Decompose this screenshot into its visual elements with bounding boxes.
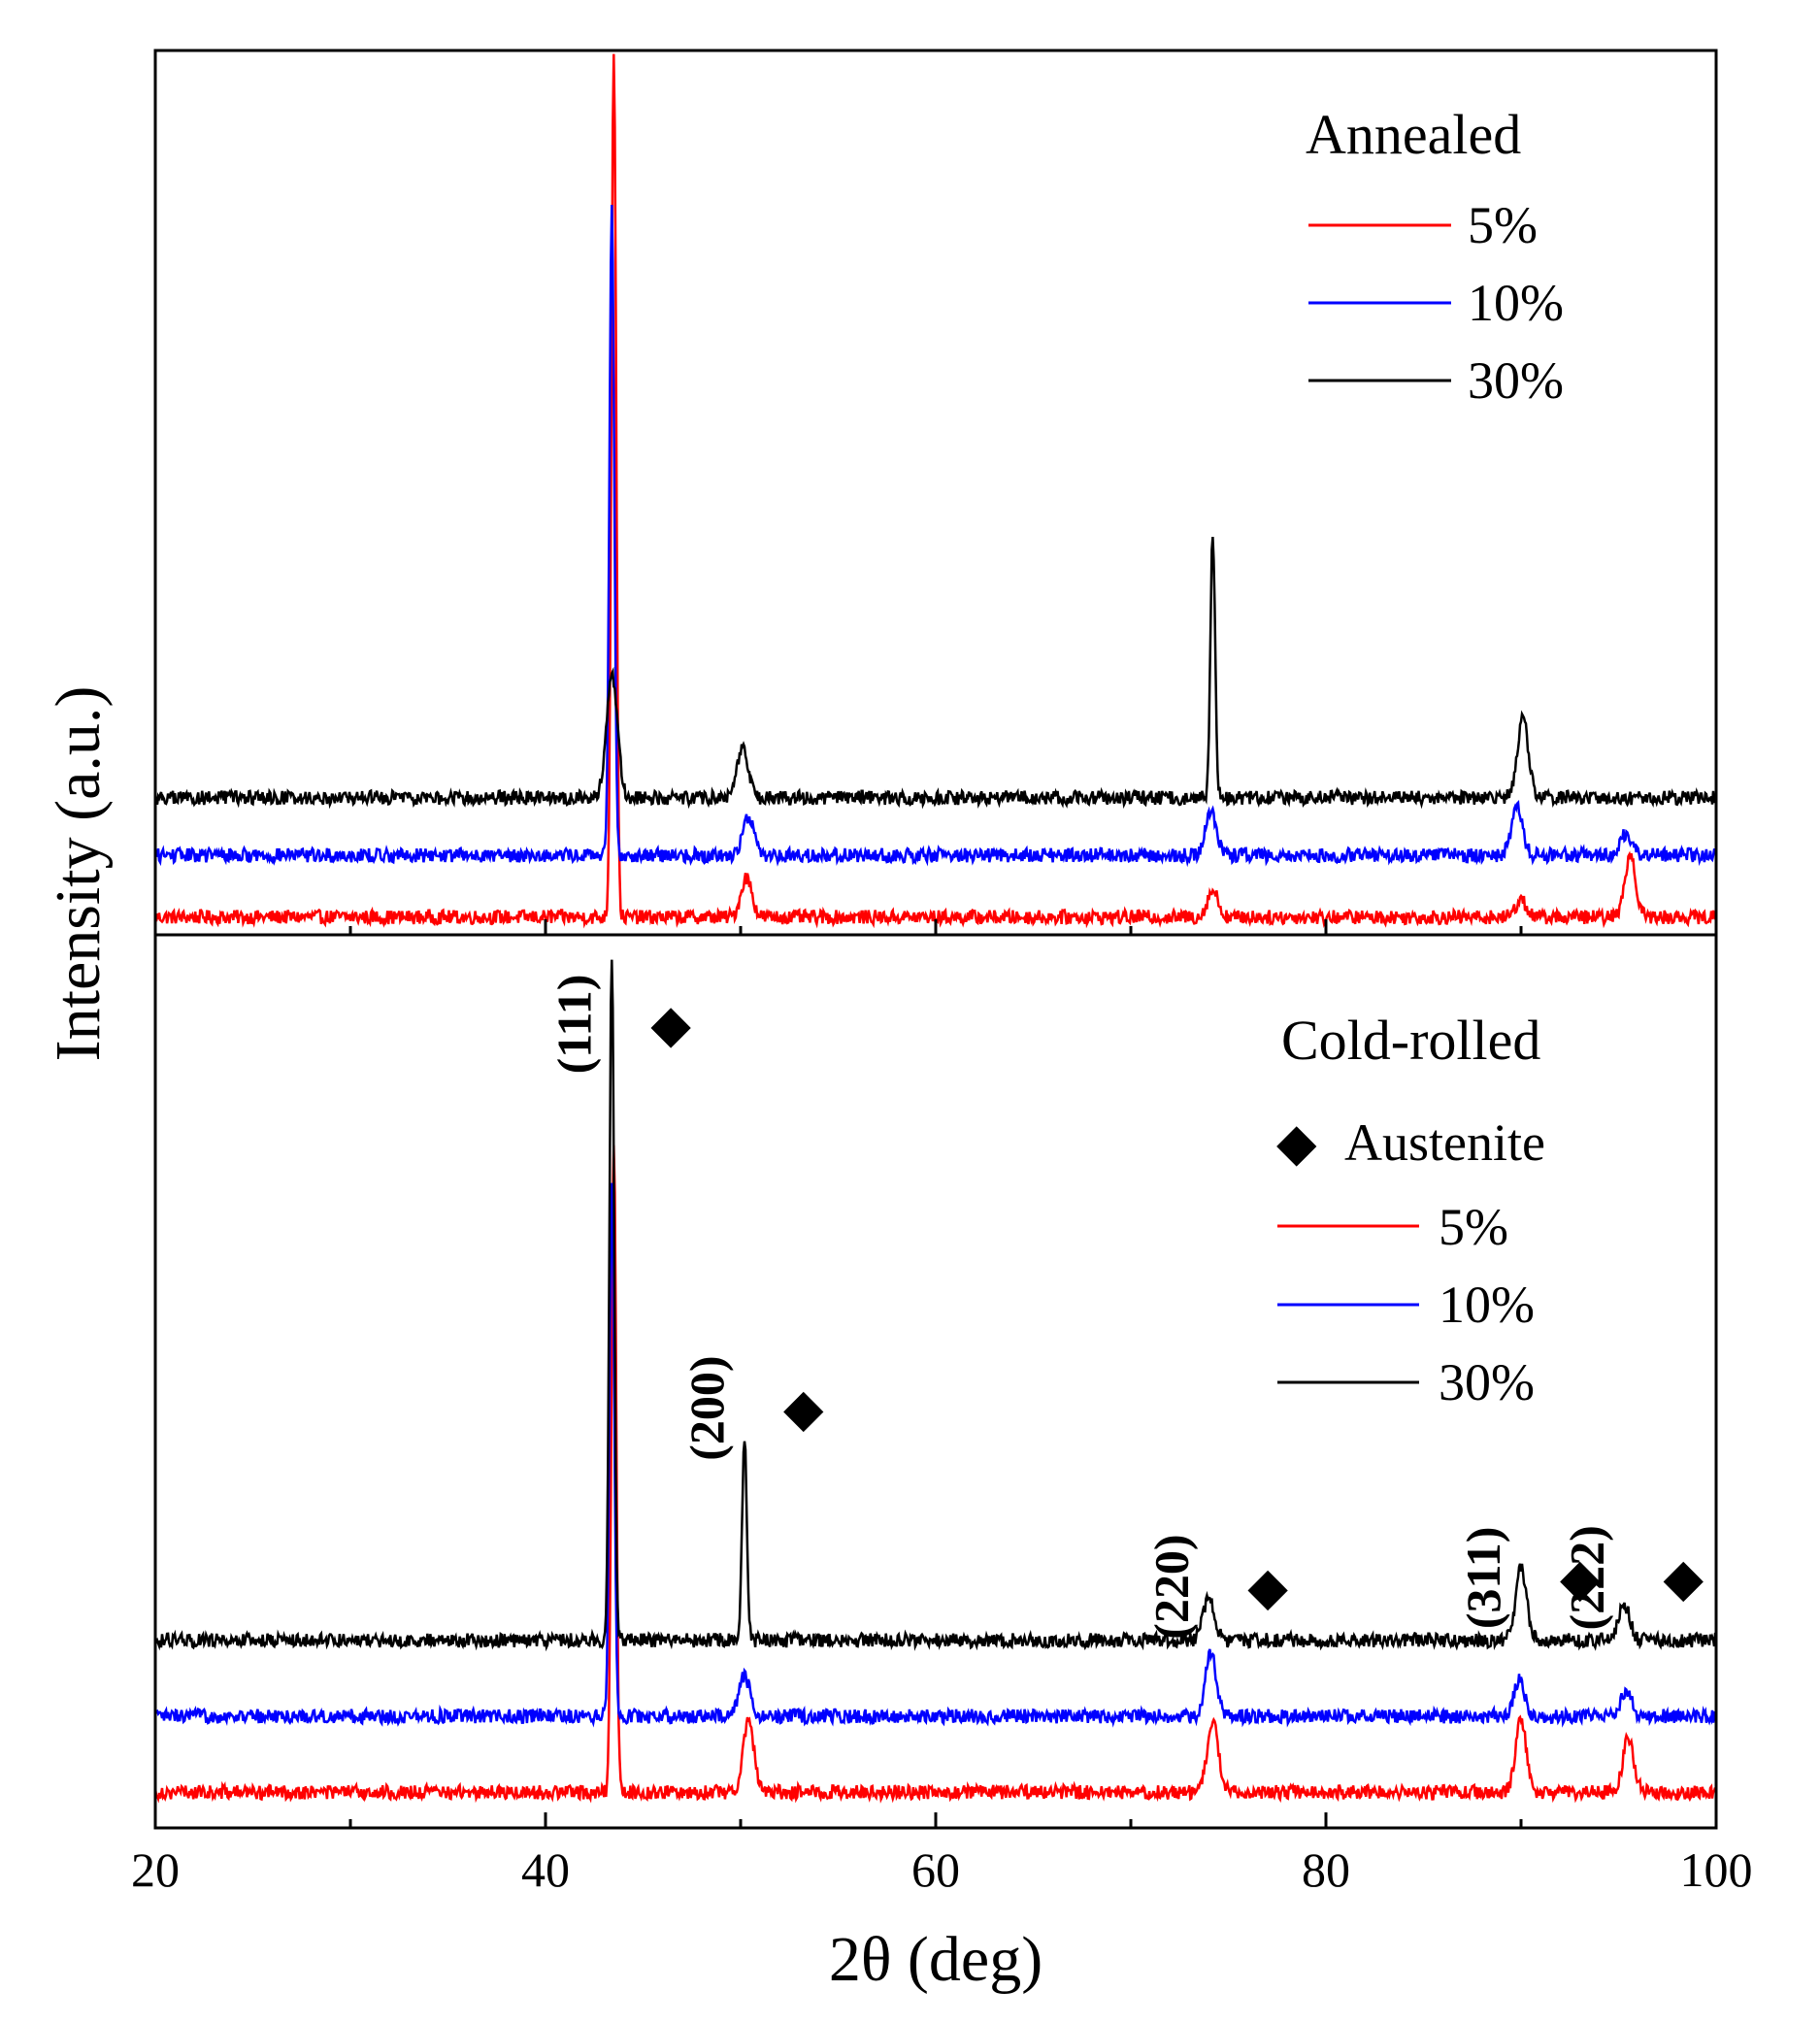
x-tick-label: 20 xyxy=(131,1842,180,1897)
austenite-legend-marker: ◆ xyxy=(1276,1113,1317,1172)
x-tick-label: 40 xyxy=(521,1842,570,1897)
x-tick-label: 80 xyxy=(1302,1842,1350,1897)
peak-label-220: (220) xyxy=(1143,1534,1198,1639)
x-axis-title: 2θ (deg) xyxy=(829,1924,1042,1995)
cold-rolled-legend-title: Cold-rolled xyxy=(1281,1009,1540,1072)
x-tick-label: 60 xyxy=(911,1842,960,1897)
legend-label-30: 30% xyxy=(1439,1353,1535,1411)
cold-rolled-series-10pct xyxy=(155,1182,1716,1728)
peak-label-222: (222) xyxy=(1560,1525,1614,1630)
cold-rolled-panel: (111) ◆(200) ◆(220) ◆ (311) ◆(222) ◆ Cold-roll… xyxy=(153,933,1718,1830)
legend-label-10: 10% xyxy=(1439,1276,1535,1334)
cold-rolled-legend: Cold-rolled ◆ Austenite 5% 10% 30% xyxy=(1276,1009,1545,1411)
austenite-marker: ◆ xyxy=(650,995,691,1053)
annealed-legend-title: Annealed xyxy=(1306,103,1521,166)
austenite-marker: ◆ xyxy=(1247,1558,1288,1616)
x-tick-label: 100 xyxy=(1680,1842,1753,1897)
legend-label-30: 30% xyxy=(1468,351,1564,410)
peak-label-311: (311) xyxy=(1456,1527,1510,1630)
legend-label-5: 5% xyxy=(1468,196,1538,254)
austenite-marker: ◆ xyxy=(1664,1548,1704,1607)
austenite-marker: ◆ xyxy=(783,1379,824,1438)
cold-rolled-series-5pct xyxy=(155,1145,1716,1804)
austenite-marker: ◆ xyxy=(1560,1548,1601,1607)
annealed-panel: Annealed 5% 10% 30% xyxy=(153,49,1718,937)
annealed-legend: Annealed 5% 10% 30% xyxy=(1306,103,1564,410)
annealed-series-30pct xyxy=(155,537,1716,810)
cold-rolled-series-30pct xyxy=(155,959,1716,1652)
peak-label-200: (200) xyxy=(679,1355,734,1460)
legend-label-5: 5% xyxy=(1439,1198,1508,1256)
annealed-series-10pct xyxy=(155,204,1716,868)
peak-label-111: (111) xyxy=(546,975,601,1075)
austenite-legend-label: Austenite xyxy=(1344,1113,1545,1172)
y-axis-title: Intensity (a.u.) xyxy=(43,686,114,1062)
legend-label-10: 10% xyxy=(1468,274,1564,332)
